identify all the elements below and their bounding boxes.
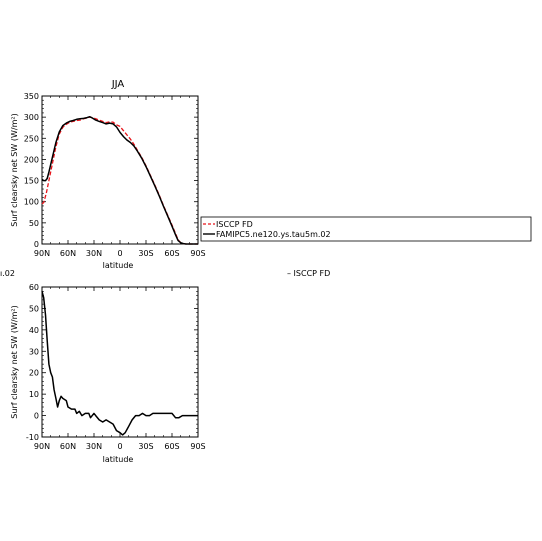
x-tick-label: 30S: [138, 442, 153, 451]
y-tick-label: 50: [29, 304, 39, 313]
y-tick-label: 60: [29, 283, 39, 292]
legend-label-famipc5: FAMIPC5.ne120.ys.tau5m.02: [216, 230, 331, 239]
bottom-plot-y-label: Surf clearsky net SW (W/m²): [10, 305, 19, 418]
clipped-legend-fragment: ı.02: [0, 269, 15, 278]
y-tick-label: 40: [29, 326, 39, 335]
y-tick-label: 0: [34, 240, 39, 249]
bottom-plot-y-axis: -10 0 10 20 30 40 50 60: [26, 283, 198, 442]
y-tick-label: 200: [24, 155, 39, 164]
y-tick-label: 250: [24, 134, 39, 143]
y-tick-label: -10: [26, 433, 39, 442]
y-tick-label: 0: [34, 412, 39, 421]
x-tick-label: 30S: [138, 249, 153, 258]
bottom-plot-x-axis: 90N 60N 30N 0 30S 60S 90S: [34, 287, 206, 451]
top-plot-legend: ISCCP FD FAMIPC5.ne120.ys.tau5m.02: [200, 216, 532, 242]
bottom-plot-series: [41, 291, 198, 436]
x-tick-label: 0: [117, 442, 122, 451]
top-plot: JJA 90N 60N 30N 0 30S 60S 90S 0 50 100 150 200 250 3…: [10, 79, 206, 270]
x-tick-label: 90S: [190, 442, 205, 451]
legend-box: [200, 216, 532, 242]
legend-label-isccp: ISCCP FD: [216, 220, 253, 229]
x-tick-label: 30N: [86, 442, 102, 451]
x-tick-label: 60S: [164, 249, 179, 258]
series-line-0: [41, 291, 198, 436]
y-tick-label: 350: [24, 92, 39, 101]
x-tick-label: 60S: [164, 442, 179, 451]
bottom-plot-frame: [41, 286, 199, 438]
top-plot-x-axis: 90N 60N 30N 0 30S 60S 90S: [34, 96, 206, 258]
x-tick-label: 60N: [60, 442, 76, 451]
top-plot-x-label: latitude: [103, 261, 134, 270]
y-tick-label: 150: [24, 177, 39, 186]
x-tick-label: 90N: [34, 249, 50, 258]
top-plot-title: JJA: [111, 79, 125, 90]
y-tick-label: 100: [24, 198, 39, 207]
top-plot-y-label: Surf clearsky net SW (W/m²): [10, 113, 19, 226]
top-plot-frame: [41, 95, 199, 245]
x-tick-label: 0: [117, 249, 122, 258]
top-plot-y-axis: 0 50 100 150 200 250 300 350: [24, 92, 198, 249]
bottom-plot-x-label: latitude: [103, 455, 134, 464]
x-tick-label: 90S: [190, 249, 205, 258]
y-tick-label: 30: [29, 347, 39, 356]
series-line-0: [41, 116, 198, 245]
y-tick-label: 20: [29, 369, 39, 378]
x-tick-label: 60N: [60, 249, 76, 258]
x-tick-label: 30N: [86, 249, 102, 258]
top-plot-series: [41, 115, 198, 245]
series-line-1: [41, 115, 198, 245]
y-tick-label: 300: [24, 113, 39, 122]
y-tick-label: 10: [29, 390, 39, 399]
offscreen-legend-fragment: – ISCCP FD: [287, 269, 330, 278]
bottom-plot: 90N 60N 30N 0 30S 60S 90S -10 0 10 20 30 40 50 60 lat…: [10, 283, 206, 464]
y-tick-label: 50: [29, 219, 39, 228]
x-tick-label: 90N: [34, 442, 50, 451]
